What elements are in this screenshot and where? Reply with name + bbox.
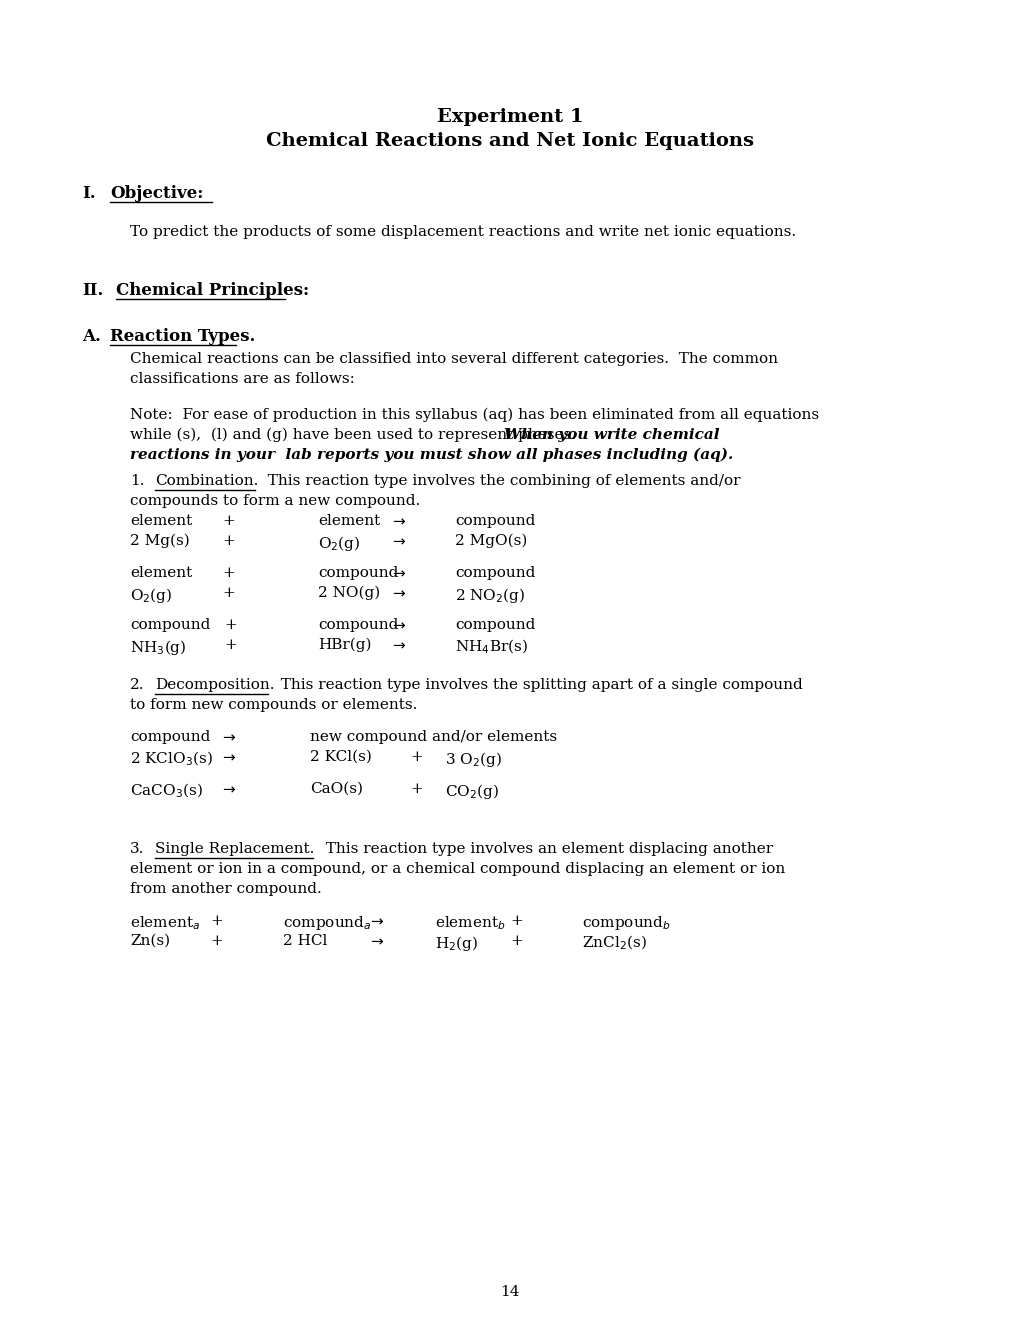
Text: O$_2$(g): O$_2$(g)	[129, 586, 172, 605]
Text: +: +	[510, 935, 523, 948]
Text: +: +	[222, 513, 234, 528]
Text: CO$_2$(g): CO$_2$(g)	[444, 781, 498, 801]
Text: to form new compounds or elements.: to form new compounds or elements.	[129, 698, 417, 711]
Text: $\rightarrow$: $\rightarrow$	[389, 638, 407, 652]
Text: NH$_3$(g): NH$_3$(g)	[129, 638, 186, 657]
Text: $\rightarrow$: $\rightarrow$	[220, 730, 236, 744]
Text: HBr(g): HBr(g)	[318, 638, 371, 652]
Text: while (s),  (l) and (g) have been used to represent phases.: while (s), (l) and (g) have been used to…	[129, 428, 585, 442]
Text: Decomposition.: Decomposition.	[155, 678, 274, 692]
Text: Objective:: Objective:	[110, 185, 203, 202]
Text: 2 HCl: 2 HCl	[282, 935, 327, 948]
Text: CaCO$_3$(s): CaCO$_3$(s)	[129, 781, 203, 800]
Text: I.: I.	[82, 185, 96, 202]
Text: Single Replacement.: Single Replacement.	[155, 842, 314, 855]
Text: $\rightarrow$: $\rightarrow$	[389, 586, 407, 601]
Text: $\rightarrow$: $\rightarrow$	[389, 535, 407, 548]
Text: compound: compound	[454, 618, 535, 632]
Text: compound$_b$: compound$_b$	[582, 913, 671, 932]
Text: Combination.: Combination.	[155, 474, 258, 488]
Text: element$_a$: element$_a$	[129, 913, 200, 932]
Text: $\rightarrow$: $\rightarrow$	[220, 750, 236, 764]
Text: O$_2$(g): O$_2$(g)	[318, 535, 360, 553]
Text: 14: 14	[499, 1284, 520, 1299]
Text: Reaction Types.: Reaction Types.	[110, 327, 255, 345]
Text: 2 KCl(s): 2 KCl(s)	[310, 750, 372, 764]
Text: 2 Mg(s): 2 Mg(s)	[129, 535, 190, 548]
Text: Chemical reactions can be classified into several different categories.  The com: Chemical reactions can be classified int…	[129, 352, 777, 366]
Text: reactions in your  lab reports you must show all phases including (aq).: reactions in your lab reports you must s…	[129, 447, 733, 462]
Text: +: +	[224, 638, 236, 652]
Text: 2 NO(g): 2 NO(g)	[318, 586, 380, 601]
Text: compound: compound	[454, 513, 535, 528]
Text: element$_b$: element$_b$	[434, 913, 505, 932]
Text: 2 NO$_2$(g): 2 NO$_2$(g)	[454, 586, 525, 605]
Text: 2 KClO$_3$(s): 2 KClO$_3$(s)	[129, 750, 213, 768]
Text: compound: compound	[318, 566, 398, 579]
Text: new compound and/or elements: new compound and/or elements	[310, 730, 556, 744]
Text: $\rightarrow$: $\rightarrow$	[389, 566, 407, 579]
Text: This reaction type involves the splitting apart of a single compound: This reaction type involves the splittin…	[271, 678, 802, 692]
Text: $\rightarrow$: $\rightarrow$	[368, 935, 384, 948]
Text: 1.: 1.	[129, 474, 145, 488]
Text: classifications are as follows:: classifications are as follows:	[129, 372, 355, 385]
Text: compound: compound	[129, 730, 210, 744]
Text: Note:  For ease of production in this syllabus (aq) has been eliminated from all: Note: For ease of production in this syl…	[129, 408, 818, 422]
Text: This reaction type involves the combining of elements and/or: This reaction type involves the combinin…	[258, 474, 740, 488]
Text: Experiment 1: Experiment 1	[436, 108, 583, 125]
Text: +: +	[510, 913, 523, 928]
Text: NH$_4$Br(s): NH$_4$Br(s)	[454, 638, 528, 656]
Text: 3 O$_2$(g): 3 O$_2$(g)	[444, 750, 501, 770]
Text: II.: II.	[82, 282, 103, 300]
Text: element: element	[318, 513, 380, 528]
Text: Chemical Principles:: Chemical Principles:	[116, 282, 309, 300]
Text: $\rightarrow$: $\rightarrow$	[220, 781, 236, 796]
Text: compound: compound	[318, 618, 398, 632]
Text: element or ion in a compound, or a chemical compound displacing an element or io: element or ion in a compound, or a chemi…	[129, 862, 785, 876]
Text: from another compound.: from another compound.	[129, 882, 321, 896]
Text: +: +	[410, 781, 422, 796]
Text: +: +	[222, 535, 234, 548]
Text: element: element	[129, 566, 192, 579]
Text: compounds to form a new compound.: compounds to form a new compound.	[129, 494, 420, 508]
Text: +: +	[410, 750, 422, 764]
Text: Zn(s): Zn(s)	[129, 935, 170, 948]
Text: CaO(s): CaO(s)	[310, 781, 363, 796]
Text: When you write chemical: When you write chemical	[503, 428, 718, 442]
Text: ZnCl$_2$(s): ZnCl$_2$(s)	[582, 935, 646, 953]
Text: $\rightarrow$: $\rightarrow$	[368, 913, 384, 928]
Text: +: +	[222, 586, 234, 601]
Text: +: +	[224, 618, 236, 632]
Text: +: +	[222, 566, 234, 579]
Text: 3.: 3.	[129, 842, 145, 855]
Text: This reaction type involves an element displacing another: This reaction type involves an element d…	[316, 842, 772, 855]
Text: compound$_a$: compound$_a$	[282, 913, 371, 932]
Text: H$_2$(g): H$_2$(g)	[434, 935, 478, 953]
Text: Chemical Reactions and Net Ionic Equations: Chemical Reactions and Net Ionic Equatio…	[266, 132, 753, 150]
Text: +: +	[210, 913, 222, 928]
Text: $\rightarrow$: $\rightarrow$	[389, 618, 407, 632]
Text: compound: compound	[454, 566, 535, 579]
Text: A.: A.	[82, 327, 101, 345]
Text: compound: compound	[129, 618, 210, 632]
Text: +: +	[210, 935, 222, 948]
Text: 2.: 2.	[129, 678, 145, 692]
Text: element: element	[129, 513, 192, 528]
Text: $\rightarrow$: $\rightarrow$	[389, 513, 407, 528]
Text: To predict the products of some displacement reactions and write net ionic equat: To predict the products of some displace…	[129, 224, 796, 239]
Text: 2 MgO(s): 2 MgO(s)	[454, 535, 527, 548]
